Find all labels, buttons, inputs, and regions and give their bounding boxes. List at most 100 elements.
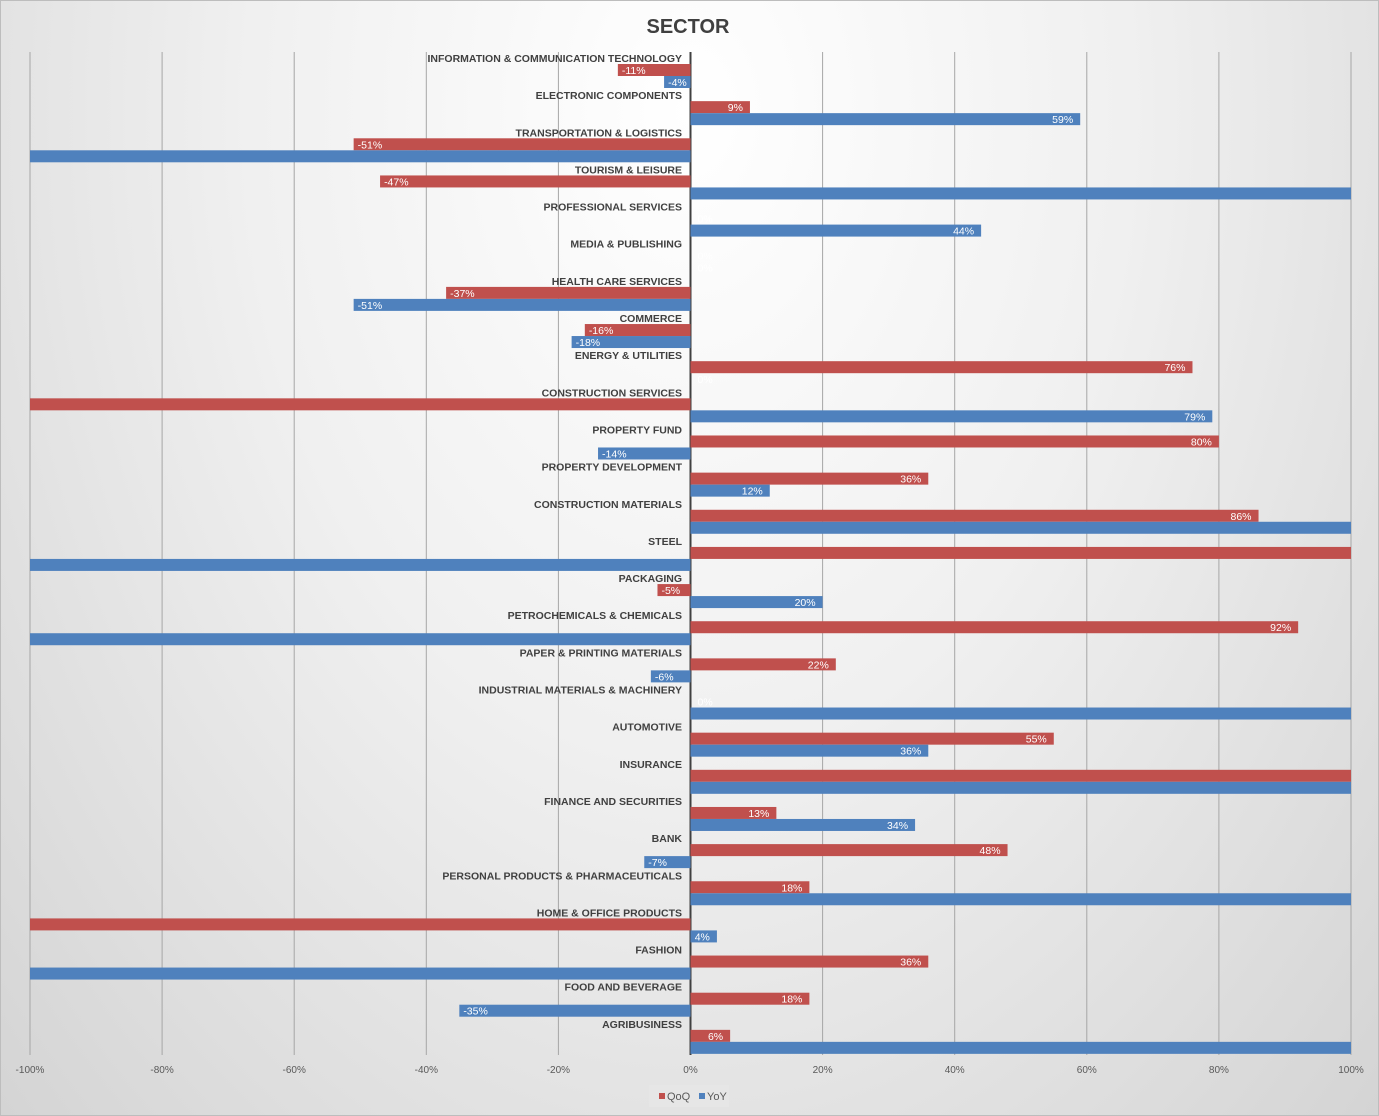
x-tick-label: 40% (945, 1065, 965, 1076)
bar-yoy (30, 967, 691, 980)
data-label: 20% (795, 597, 816, 609)
data-label: -35% (463, 1006, 488, 1018)
category-label: HOME & OFFICE PRODUCTS (537, 907, 682, 919)
bar-yoy (690, 818, 916, 831)
bar-qoq (690, 658, 836, 671)
bar-yoy (690, 781, 1351, 794)
x-tick-label: 60% (1077, 1065, 1097, 1076)
category-label: FOOD AND BEVERAGE (565, 982, 682, 994)
category-label: CONSTRUCTION MATERIALS (534, 499, 682, 511)
data-label: -4% (668, 77, 687, 89)
bar-qoq (690, 472, 929, 485)
bar-qoq (690, 806, 777, 819)
bar-yoy (690, 484, 770, 497)
bar-yoy (30, 150, 691, 163)
x-tick-label: -40% (415, 1065, 438, 1076)
data-label: 13% (748, 808, 769, 820)
category-label: PAPER & PRINTING MATERIALS (520, 647, 682, 659)
bar-qoq (690, 992, 810, 1005)
bar-yoy (30, 633, 691, 646)
bar-qoq (584, 324, 691, 337)
bar-yoy (690, 224, 982, 237)
bar-qoq (690, 1029, 731, 1042)
category-label: COMMERCE (620, 313, 682, 325)
category-label: PROPERTY FUND (592, 424, 682, 436)
bar-yoy (690, 521, 1351, 534)
category-label: PETROCHEMICALS & CHEMICALS (508, 610, 682, 622)
bar-yoy (459, 1004, 691, 1017)
bar-yoy (690, 893, 1351, 906)
x-tick-label: 80% (1209, 1065, 1229, 1076)
bar-yoy (353, 298, 691, 311)
data-label: 9% (728, 102, 743, 114)
data-label: 79% (1184, 411, 1205, 423)
category-label: AGRIBUSINESS (602, 1019, 682, 1031)
chart-title: SECTOR (647, 16, 731, 38)
bar-qoq (690, 881, 810, 894)
bar-qoq (446, 286, 691, 299)
data-label: 0% (698, 251, 713, 263)
bar-qoq (690, 844, 1008, 857)
data-label: 36% (900, 746, 921, 758)
data-label: 34% (887, 820, 908, 832)
category-label: FASHION (635, 945, 682, 957)
bar-yoy (30, 558, 691, 571)
category-label: ELECTRONIC COMPONENTS (536, 90, 682, 102)
data-label: 18% (781, 882, 802, 894)
data-label: 36% (900, 957, 921, 969)
bar-yoy (690, 187, 1351, 200)
bar-qoq (690, 546, 1351, 559)
bar-qoq (353, 138, 691, 151)
bar-qoq (30, 918, 691, 931)
category-label: ENERGY & UTILITIES (575, 350, 682, 362)
data-label: 12% (742, 486, 763, 498)
data-label: 0% (698, 263, 713, 275)
data-label: -14% (602, 448, 627, 460)
data-label: -51% (358, 300, 383, 312)
bar-qoq (30, 398, 691, 411)
x-tick-label: -60% (283, 1065, 306, 1076)
legend-swatch-yoy (699, 1093, 705, 1099)
data-label: 4% (695, 931, 710, 943)
bar-yoy (690, 744, 929, 757)
data-label: 0% (698, 374, 713, 386)
data-label: 0% (698, 214, 713, 226)
bar-qoq (690, 509, 1259, 522)
data-label: -47% (384, 176, 409, 188)
legend-label-yoy: YoY (707, 1091, 727, 1103)
category-label: HEALTH CARE SERVICES (552, 276, 682, 288)
x-tick-label: 100% (1338, 1065, 1364, 1076)
data-label: 48% (980, 845, 1001, 857)
data-label: 59% (1052, 114, 1073, 126)
category-label: MEDIA & PUBLISHING (570, 239, 682, 251)
category-label: PACKAGING (619, 573, 682, 585)
bar-yoy (598, 447, 691, 460)
bar-yoy (690, 410, 1213, 423)
bar-yoy (690, 930, 717, 943)
category-label: TOURISM & LEISURE (575, 164, 682, 176)
bar-yoy (664, 76, 691, 88)
data-label: 18% (781, 994, 802, 1006)
category-label: PROFESSIONAL SERVICES (544, 202, 682, 214)
bar-yoy (571, 336, 691, 349)
bar-yoy (650, 670, 691, 683)
x-tick-label: -80% (150, 1065, 173, 1076)
bar-yoy (690, 113, 1081, 126)
data-label: 55% (1026, 734, 1047, 746)
data-label: -11% (622, 65, 646, 77)
data-label: 22% (808, 659, 829, 671)
data-label: 92% (1270, 622, 1291, 634)
data-label: 36% (900, 474, 921, 486)
category-label: CONSTRUCTION SERVICES (542, 387, 682, 399)
category-label: INFORMATION & COMMUNICATION TECHNOLOGY (427, 53, 682, 65)
legend-label-qoq: QoQ (667, 1091, 691, 1103)
legend-swatch-qoq (659, 1093, 665, 1099)
data-label: 76% (1164, 362, 1185, 374)
x-tick-label: 20% (813, 1065, 833, 1076)
x-tick-label: -100% (16, 1065, 45, 1076)
category-label: PROPERTY DEVELOPMENT (542, 462, 683, 474)
x-tick-label: 0% (683, 1065, 698, 1076)
bar-yoy (644, 856, 691, 869)
data-label: -6% (655, 671, 674, 683)
category-label: PERSONAL PRODUCTS & PHARMACEUTICALS (442, 870, 682, 882)
